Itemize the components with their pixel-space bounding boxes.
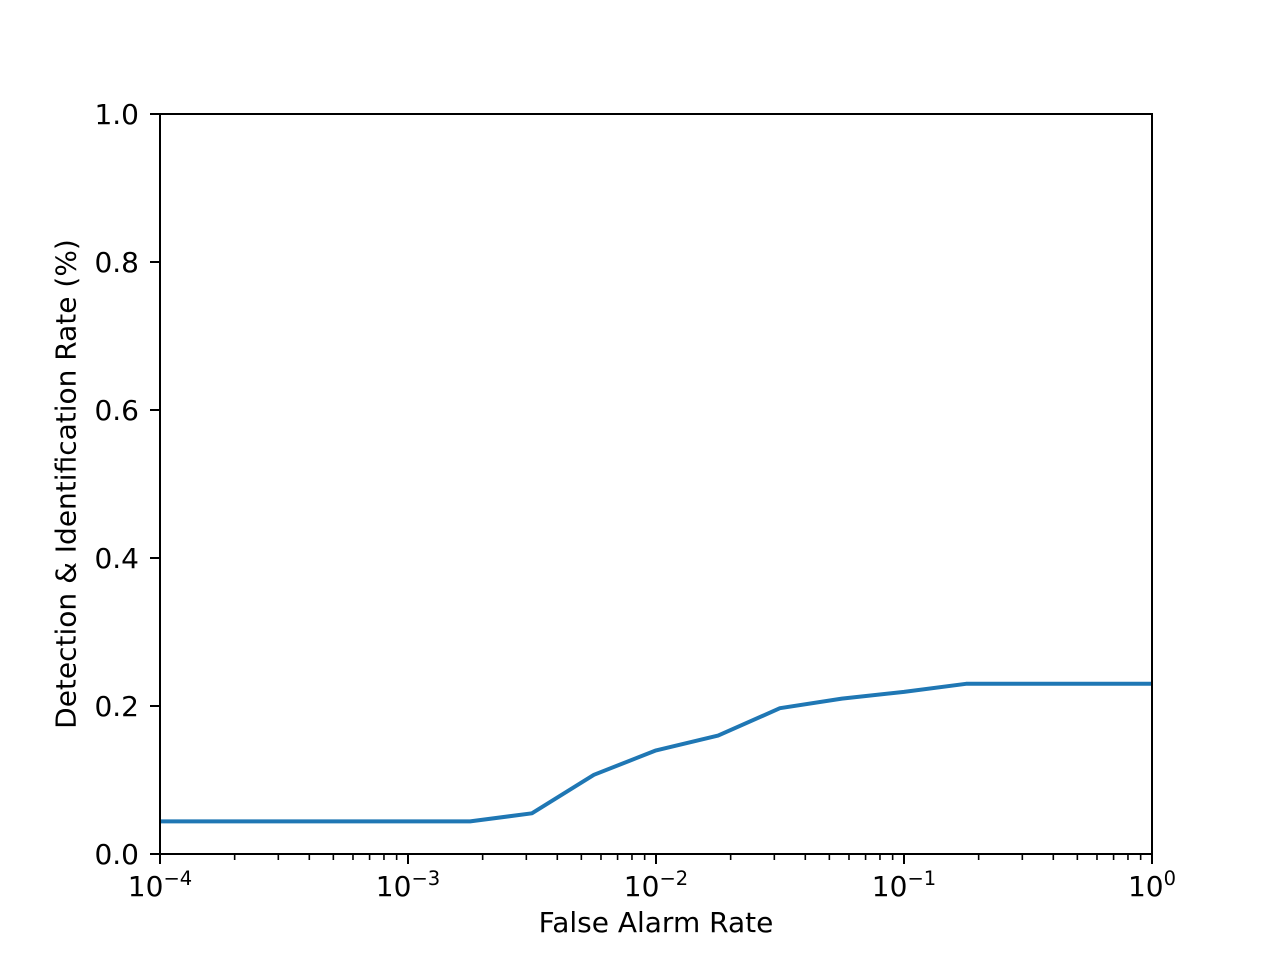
x-axis-label: False Alarm Rate <box>538 906 774 939</box>
x-tick-label: 10−4 <box>128 867 192 903</box>
x-tick-label: 10−2 <box>624 867 688 903</box>
y-axis-label: Detection & Identification Rate (%) <box>49 239 83 729</box>
y-tick-label: 0.2 <box>94 690 139 723</box>
y-tick-label: 0.6 <box>94 394 139 427</box>
data-line <box>160 681 1152 824</box>
y-tick-label: 0.0 <box>94 838 139 871</box>
plot-border <box>159 113 1153 855</box>
x-tick-label: 10−3 <box>376 867 440 903</box>
x-tick-label: 100 <box>1128 867 1176 903</box>
y-tick-label: 1.0 <box>94 98 139 131</box>
y-tick-label: 0.4 <box>94 542 139 575</box>
y-tick-label: 0.8 <box>94 246 139 279</box>
x-tick-label: 10−1 <box>872 867 936 903</box>
